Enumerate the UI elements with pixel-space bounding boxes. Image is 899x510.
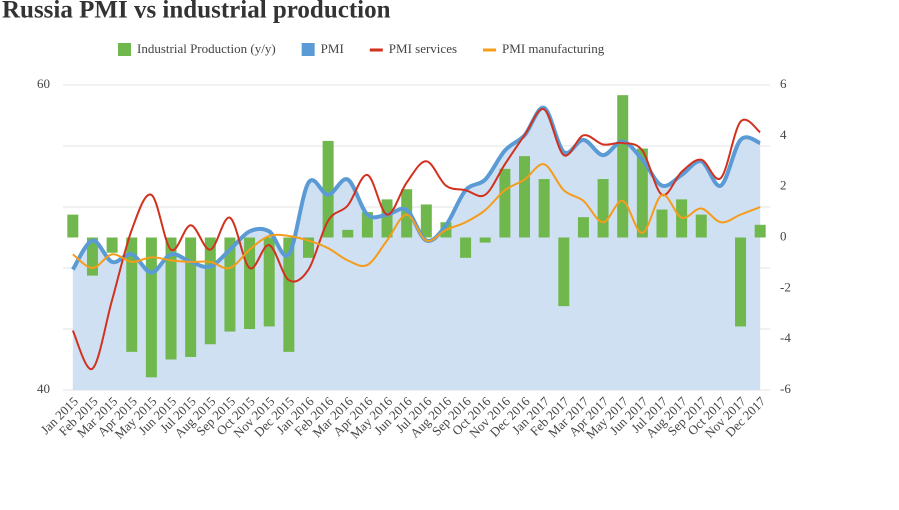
y2-tick-label: -4	[780, 330, 791, 345]
bar	[263, 237, 275, 327]
bar	[126, 237, 138, 352]
legend-label: PMI	[321, 41, 344, 56]
bar	[244, 237, 256, 329]
bar	[302, 237, 314, 258]
bar	[597, 179, 609, 238]
bar	[86, 237, 98, 276]
y2-tick-label: 0	[780, 228, 787, 243]
y-tick-label: 60	[37, 76, 50, 91]
legend-label: Industrial Production (y/y)	[137, 41, 276, 56]
line	[71, 108, 761, 370]
legend: Industrial Production (y/y) PMI PMI servic…	[118, 41, 605, 56]
bar	[145, 237, 157, 378]
bar	[538, 179, 550, 238]
y2-tick-label: -6	[780, 381, 791, 396]
y2-tick-label: 2	[780, 178, 787, 193]
bar	[165, 237, 177, 360]
bar	[401, 189, 413, 238]
bar	[342, 229, 354, 238]
bar	[519, 156, 531, 238]
bar	[283, 237, 295, 352]
legend-swatch	[118, 43, 131, 56]
bar	[106, 237, 118, 253]
bar	[499, 168, 511, 238]
chart-title: Russia PMI vs industrial production	[2, 0, 391, 24]
y2-tick-label: -2	[780, 279, 791, 294]
bar	[479, 237, 491, 243]
y2-tick-label: 6	[780, 76, 787, 91]
bar	[735, 237, 747, 327]
plot	[67, 95, 766, 390]
bar	[420, 204, 432, 238]
bar	[577, 217, 589, 238]
bar	[381, 199, 393, 238]
bar	[460, 237, 472, 258]
bar	[695, 214, 707, 238]
legend-swatch	[301, 43, 315, 56]
bar	[617, 95, 629, 238]
line	[72, 163, 761, 270]
y2-tick-label: 4	[780, 127, 787, 142]
bar	[636, 148, 648, 238]
y-tick-label: 40	[37, 381, 50, 396]
legend-label: PMI manufacturing	[502, 41, 605, 56]
bar	[754, 224, 766, 238]
bar	[322, 140, 334, 238]
bar	[67, 214, 79, 238]
bar	[224, 237, 236, 332]
bar	[656, 209, 668, 238]
legend-label: PMI services	[389, 41, 457, 56]
bar	[204, 237, 216, 345]
bar	[185, 237, 197, 357]
bar	[361, 212, 373, 238]
bar	[558, 237, 570, 307]
